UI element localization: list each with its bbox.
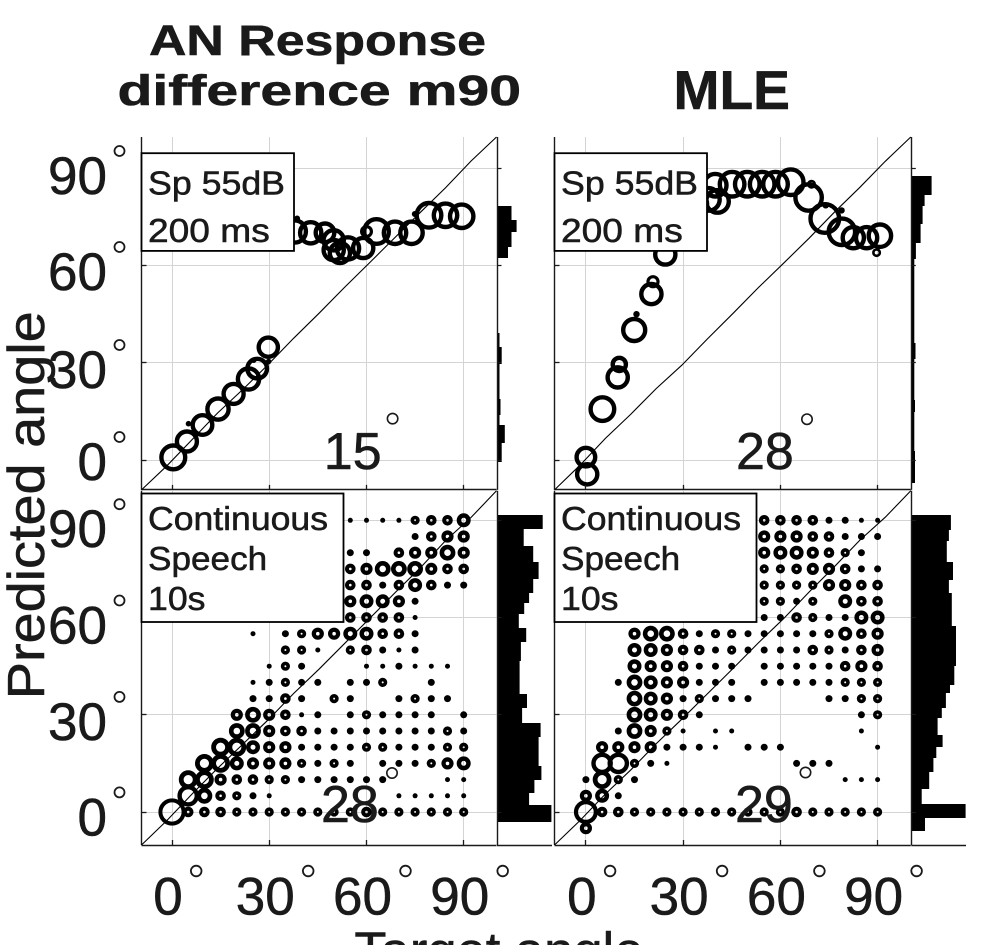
svg-text:60: 60 (48, 597, 107, 656)
svg-text:90: 90 (48, 500, 107, 559)
svg-text:Sp 55dB: Sp 55dB (148, 166, 285, 203)
svg-text:15: 15 (324, 423, 382, 481)
svg-text:0: 0 (567, 868, 596, 927)
svg-text:30: 30 (48, 341, 107, 400)
svg-text:30: 30 (650, 868, 709, 927)
svg-text:200 ms: 200 ms (561, 213, 683, 250)
svg-text:60: 60 (747, 868, 806, 927)
svg-text:Speech: Speech (148, 541, 267, 578)
svg-text:90: 90 (48, 147, 107, 206)
svg-text:28: 28 (736, 423, 794, 481)
svg-text:60: 60 (48, 243, 107, 302)
svg-text:90: 90 (430, 868, 489, 927)
svg-text:30: 30 (48, 693, 107, 752)
svg-text:10s: 10s (561, 581, 619, 618)
svg-text:10s: 10s (148, 581, 206, 618)
svg-text:Speech: Speech (561, 541, 680, 578)
svg-text:Continuous: Continuous (561, 501, 741, 538)
svg-text:Sp 55dB: Sp 55dB (561, 166, 698, 203)
svg-text:0: 0 (153, 868, 182, 927)
svg-text:Predicted angle: Predicted angle (0, 311, 56, 699)
svg-text:0: 0 (78, 788, 107, 847)
svg-text:MLE: MLE (674, 59, 791, 121)
svg-text:200 ms: 200 ms (148, 213, 270, 250)
svg-text:28: 28 (321, 776, 379, 834)
svg-text:30: 30 (236, 868, 295, 927)
svg-text:60: 60 (333, 868, 392, 927)
svg-text:difference m90: difference m90 (118, 68, 522, 115)
svg-text:0: 0 (78, 433, 107, 492)
svg-text:Continuous: Continuous (148, 501, 328, 538)
svg-text:Target angle: Target angle (354, 923, 643, 945)
svg-text:90: 90 (844, 868, 903, 927)
svg-text:29: 29 (735, 776, 793, 834)
svg-text:AN Response: AN Response (149, 18, 486, 65)
